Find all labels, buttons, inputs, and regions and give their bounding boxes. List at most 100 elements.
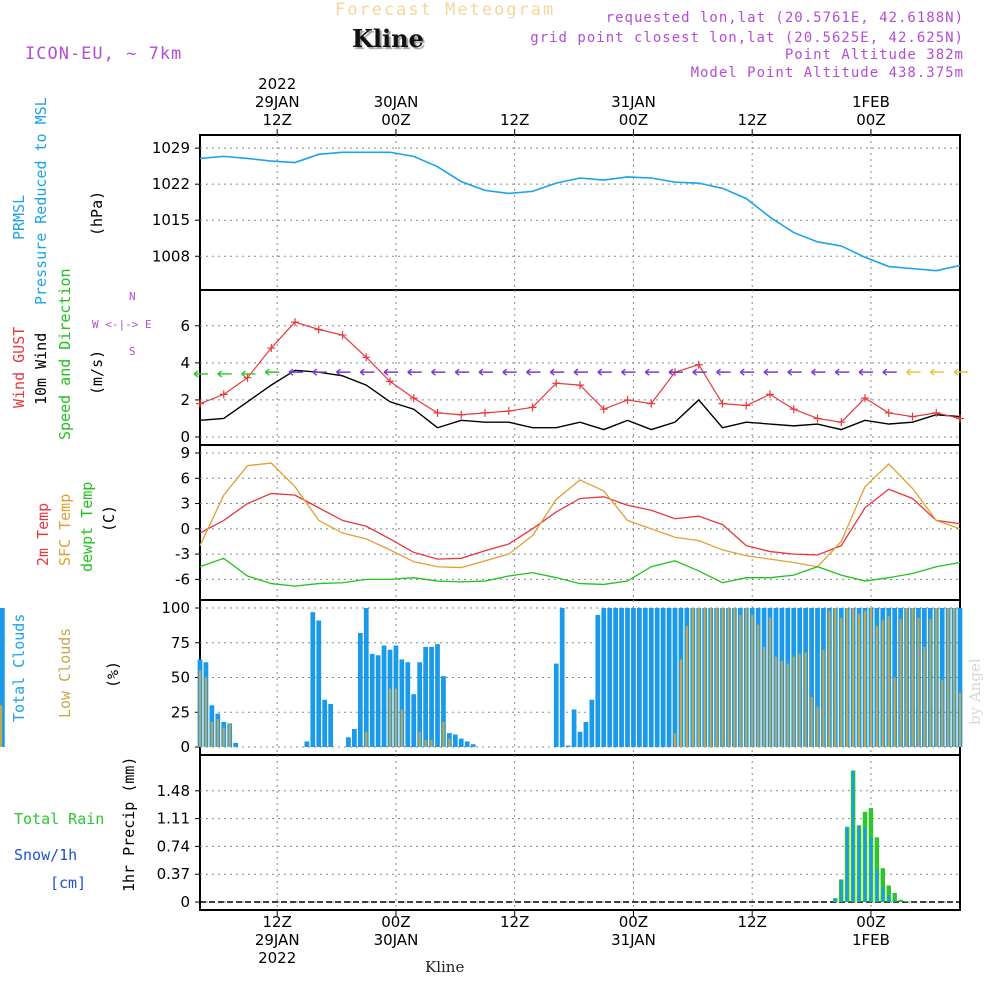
low-cloud-bar [388,688,392,747]
wind-ytick-label: 0 [180,428,190,446]
low-cloud-bar [869,608,872,747]
wind-direction-arrow [882,368,897,376]
low-cloud-bar [0,705,3,747]
total-cloud-bar [625,608,630,747]
wind-direction-arrow [573,368,588,376]
total-cloud-bar [637,608,642,747]
total-cloud-bar [553,663,559,747]
low-cloud-bar [418,731,421,747]
total-cloud-bar [619,608,624,747]
low-cloud-bar [697,608,700,747]
low-cloud-bar [394,688,397,747]
total-cloud-bar [660,608,666,747]
info-point-altitude: Point Altitude 382m [784,47,964,63]
wind-direction-arrow [193,370,208,378]
total-cloud-bar [375,655,381,747]
total-cloud-bar [352,728,357,747]
low-cloud-bar [858,613,861,747]
low-cloud-bar [822,649,825,747]
low-cloud-bar [673,733,677,747]
wind-direction-arrow [644,368,660,376]
wind-direction-arrow [454,368,470,376]
wind-gust-marker [908,412,917,421]
wind-dir-north: N [129,290,136,303]
top-time-label: 31JAN [611,93,656,111]
low-cloud-bar [929,619,932,747]
wind-dir-south: S [129,345,136,358]
rain-bar [898,899,903,902]
wind-gust-marker [291,318,299,327]
wind-direction-arrow [763,368,778,376]
temperature-ytick-label: 3 [180,495,190,513]
total-cloud-bar [346,737,351,747]
top-time-label: 30JAN [374,93,419,111]
clouds-panel [0,599,963,756]
wind-ytick-label: 6 [180,317,190,335]
wind-gust-marker [386,377,394,386]
total-precip-bar [893,899,896,902]
total-precip-bar [863,827,867,902]
low-cloud-bar [798,653,801,747]
wind-direction-arrow [312,368,327,376]
precipitation-ytick-label: 0.74 [157,837,190,855]
low-cloud-bar [911,608,914,747]
low-cloud-bar [887,616,890,747]
total-cloud-bar [666,608,672,747]
temperature-ytick-label: 9 [180,444,190,462]
low-cloud-bar [875,626,878,747]
total-cloud-bar [423,646,428,747]
clouds-ytick-label: 25 [171,703,190,721]
bottom-time-label: 29JAN [255,931,300,949]
wind-direction-arrow [953,368,968,376]
total-cloud-bar [369,653,375,747]
wind-gust-marker [884,408,893,417]
total-precip-bar [834,898,837,902]
total-cloud-bar [435,644,440,747]
wind-direction-arrow [739,368,755,376]
total-cloud-bar [411,694,417,747]
total-cloud-bar [607,608,613,747]
wind-gust-marker [956,414,964,423]
wind-gust-marker [718,399,727,408]
total-precip-bar [881,886,884,902]
total-cloud-bar [631,608,636,747]
low-cloud-bar [222,727,225,747]
wind-direction-arrow [929,368,945,376]
top-time-label: 00Z [856,111,885,129]
low-cloud-bar [216,719,219,747]
low-cloud-bar [852,608,855,747]
pressure-line [199,151,961,272]
bottom-time-label: 1FEB [852,931,890,949]
low-cloud-bar [448,738,451,747]
wind-direction-arrow [549,368,565,376]
low-cloud-bar [953,608,956,747]
total-cloud-bar [672,608,678,747]
total-cloud-bar [452,734,458,747]
low-cloud-bar [365,731,368,747]
bottom-time-label: 12Z [738,913,767,931]
total-cloud-bar [648,608,654,747]
low-cloud-bar [941,680,944,747]
wind-direction-arrow [336,368,351,376]
pressure-panel [195,134,961,291]
low-cloud-bar [739,614,742,747]
low-cloud-bar [804,652,807,747]
temperature-ytick-label: -6 [175,570,190,588]
low-cloud-bar [210,721,213,747]
temp-dewpt-line [199,557,961,587]
total-cloud-bar [429,646,434,747]
total-cloud-bar [399,659,405,747]
wind-direction-arrow [478,368,493,376]
wind-direction-arrow [526,368,541,376]
wind-gust-marker [576,381,584,390]
total-cloud-bar [464,741,470,747]
total-cloud-bar [583,721,589,747]
info-grid-coords: grid point closest lon,lat (20.5625E, 42… [530,30,964,46]
precipitation-ytick-label: 1.48 [157,782,190,800]
wind-direction-arrow [692,368,707,376]
low-cloud-bar [863,610,867,747]
low-cloud-bar [786,663,789,747]
low-cloud-bar [768,617,772,747]
low-cloud-bar [899,619,902,747]
